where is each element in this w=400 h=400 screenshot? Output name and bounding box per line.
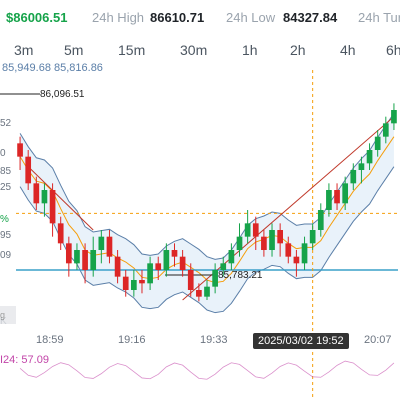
candle-body: [163, 250, 170, 270]
candle-body: [342, 183, 349, 204]
candle-body: [285, 243, 292, 257]
candle-body: [252, 223, 259, 237]
max-price-label: 86,096.51: [40, 89, 85, 100]
left-label-3: 85: [0, 166, 12, 177]
candle-body: [17, 143, 23, 157]
candle-body: [74, 250, 80, 264]
rsi-line: [19, 360, 395, 380]
candle-body: [204, 286, 210, 297]
candle-body: [171, 250, 178, 257]
trendline-up: [182, 116, 395, 301]
ticker-stats: $86006.51 24h High 86610.71 24h Low 8432…: [0, 0, 400, 36]
bollinger-values: 85,949.68 85,816.86: [2, 62, 103, 74]
last-price: $86006.51: [6, 10, 68, 25]
high-value: 86610.71: [150, 10, 205, 25]
candle-body: [131, 280, 137, 290]
candle-body: [25, 156, 32, 184]
candle-body: [196, 290, 202, 297]
x-label-3: 19:33: [200, 334, 228, 346]
candle-body: [147, 263, 153, 284]
high-label: 24h High: [92, 10, 145, 25]
left-label-7: 09: [0, 250, 12, 261]
left-label-5: %: [0, 214, 9, 225]
x-label-2: 19:16: [118, 334, 146, 346]
candle-body: [212, 270, 218, 287]
rsi-value: I24: 57.09: [0, 354, 49, 366]
tab-5m[interactable]: 5m: [64, 42, 84, 58]
candle-body: [277, 230, 283, 244]
candle-body: [317, 210, 324, 230]
min-price-label: 85,783.21: [218, 270, 263, 281]
left-label-4: 25: [0, 182, 12, 193]
candle-body: [269, 230, 275, 250]
candle-body: [358, 163, 365, 170]
candle-body: [65, 243, 72, 264]
candle-body: [350, 170, 357, 184]
candle-body: [236, 236, 243, 250]
turnover-label: 24h Tur: [358, 10, 400, 25]
tab-30m[interactable]: 30m: [180, 42, 208, 58]
candle-body: [374, 136, 381, 150]
tab-3m[interactable]: 3m: [14, 42, 34, 58]
trendline-down: [27, 166, 94, 231]
candle-body: [301, 243, 308, 264]
candle-body: [366, 150, 373, 164]
candle-body: [33, 183, 40, 204]
candle-body: [391, 110, 397, 124]
candle-body: [155, 263, 162, 270]
candle-body: [82, 250, 88, 270]
candle-body: [334, 190, 340, 204]
candle-body: [220, 263, 227, 270]
candle-body: [382, 123, 389, 137]
candle-body: [90, 250, 97, 270]
tab-15m[interactable]: 15m: [118, 42, 146, 58]
candlestick-plot[interactable]: [0, 70, 400, 400]
candle-body: [41, 190, 48, 204]
left-label-2: 0: [0, 148, 6, 159]
tab-2h[interactable]: 2h: [290, 42, 306, 58]
cursor-time-tooltip: 2025/03/02 19:52: [253, 333, 349, 349]
left-label-6: 95: [0, 230, 12, 241]
interval-tabs: 3m 5m 15m 30m 1h 2h 4h 6h: [0, 42, 400, 64]
candle-body: [309, 230, 316, 244]
bollinger-lower: [19, 166, 395, 314]
tab-4h[interactable]: 4h: [340, 42, 356, 58]
candle-body: [49, 190, 56, 224]
watermark-fade: g: [0, 306, 16, 324]
low-label: 24h Low: [226, 10, 276, 25]
candle-body: [293, 256, 300, 264]
candle-body: [114, 256, 121, 277]
candle-body: [179, 256, 186, 270]
low-value: 84327.84: [283, 10, 338, 25]
tab-1h[interactable]: 1h: [242, 42, 258, 58]
candle-body: [57, 223, 64, 244]
candle-body: [244, 223, 251, 237]
candle-body: [187, 270, 194, 290]
left-label-1: 52: [0, 118, 12, 129]
candle-body: [326, 190, 332, 210]
candle-body: [261, 236, 267, 250]
candle-body: [98, 236, 105, 250]
candle-body: [228, 250, 235, 264]
tab-6h[interactable]: 6h: [386, 42, 400, 58]
candle-body: [122, 276, 129, 290]
x-label-4: 20:07: [364, 334, 392, 346]
candle-body: [106, 236, 113, 257]
price-chart[interactable]: 86,096.51 85,783.21 52 0 85 25 % 95 09 K: [0, 70, 400, 400]
bollinger-band-fill: [20, 113, 394, 313]
candle-body: [139, 280, 145, 284]
x-label-1: 18:59: [36, 334, 64, 346]
